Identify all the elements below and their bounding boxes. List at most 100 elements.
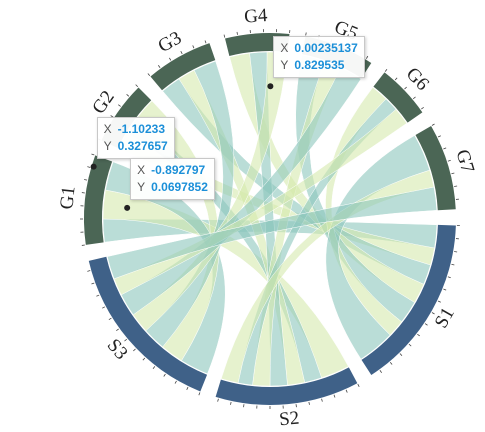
arc-tick [157, 65, 161, 68]
arc-tick [168, 57, 172, 61]
tooltip-point [267, 83, 274, 90]
arc-tick [424, 323, 428, 326]
arc-tick [174, 380, 177, 384]
group-arc [215, 367, 358, 405]
tooltip-value: -1.10233 [117, 121, 165, 136]
tooltip: X -0.892797 Y 0.0697852 [130, 157, 215, 200]
tooltip-row: Y 0.829535 [280, 57, 357, 74]
ribbon [120, 67, 362, 316]
arc-tick [443, 288, 447, 291]
arc-tick [217, 398, 219, 402]
group-label: G6 [402, 64, 433, 95]
arc-tick [431, 312, 435, 315]
tooltip-key: X [137, 162, 146, 177]
group-arc [225, 33, 290, 56]
arc-tick [443, 147, 447, 150]
arc-tick [142, 357, 146, 361]
arc-tick [180, 51, 183, 55]
arc-tick [126, 94, 130, 97]
arc-tick [133, 348, 136, 352]
arc-tick [223, 34, 226, 38]
arc-tick [365, 55, 369, 59]
group-arc [373, 72, 423, 123]
arc-tick [417, 333, 420, 337]
arc-tick [404, 86, 407, 90]
arc-tick [454, 185, 458, 187]
arc-tick [421, 106, 424, 110]
tooltip-row: Y 0.0697852 [137, 179, 208, 196]
arc-tick [108, 317, 112, 321]
tooltip-value: -0.892797 [151, 162, 206, 177]
arc-tick [447, 159, 451, 162]
arc-tick [451, 172, 455, 175]
tooltip-point [124, 204, 131, 211]
tooltip-value: 0.829535 [294, 58, 345, 73]
arc-tick [394, 77, 398, 81]
group-arc [88, 256, 208, 392]
arc-tick [204, 40, 207, 44]
group-arc [84, 155, 113, 245]
group-label: S2 [278, 408, 300, 431]
tooltip-row: X -1.10233 [104, 121, 168, 138]
arc-tick [87, 166, 91, 168]
group-arc [150, 43, 216, 91]
tooltip-key: X [103, 121, 112, 136]
arc-tick [308, 401, 310, 405]
arc-tick [198, 392, 201, 396]
group-arc [415, 126, 456, 211]
group-label: G3 [155, 27, 186, 57]
arc-tick [437, 300, 441, 303]
ribbon [132, 51, 288, 332]
arc-tick [357, 383, 360, 387]
arc-tick [135, 84, 139, 88]
arc-tick [447, 276, 451, 279]
tooltip-key: Y [280, 58, 289, 73]
arc-tick [333, 394, 336, 398]
arc-tick [147, 73, 151, 77]
arc-tick [412, 96, 416, 100]
arc-tick [91, 153, 95, 156]
group-label: G7 [451, 147, 478, 175]
arc-tick [321, 398, 323, 402]
arc-tick [408, 343, 412, 347]
arc-tick [384, 69, 388, 72]
arc-tick [116, 328, 119, 332]
tooltip-row: X -0.892797 [137, 162, 208, 179]
arc-tick [451, 263, 455, 266]
arc-tick [437, 135, 441, 138]
arc-tick [431, 123, 435, 126]
tooltip: X 0.00235137 Y 0.829535 [273, 36, 365, 79]
tooltip-key: Y [103, 138, 112, 153]
arc-tick [87, 270, 91, 272]
tooltip: X -1.10233 Y 0.327657 [96, 116, 175, 159]
group-label: G2 [88, 87, 119, 118]
arc-tick [192, 45, 195, 49]
arc-tick [236, 31, 238, 35]
arc-tick [454, 251, 458, 253]
arc-tick [91, 282, 95, 285]
tooltip-point [90, 163, 97, 170]
arc-tick [345, 389, 348, 393]
arc-tick [124, 338, 128, 342]
arc-tick [186, 386, 189, 390]
ribbon [106, 186, 438, 280]
arc-tick [399, 353, 403, 356]
ribbon [145, 60, 235, 348]
tooltip-value: 0.00235137 [294, 41, 358, 56]
arc-tick [379, 370, 383, 373]
arc-tick [84, 179, 88, 181]
group-label: S3 [103, 335, 132, 364]
tooltip-value: 0.0697852 [151, 179, 208, 194]
group-label: G4 [244, 5, 269, 28]
tooltip-key: X [280, 41, 289, 56]
arc-tick [230, 401, 232, 405]
group-label: G1 [56, 185, 79, 210]
group-label: S1 [431, 304, 459, 332]
arc-tick [389, 361, 393, 365]
group-arc [361, 224, 456, 375]
arc-tick [163, 373, 166, 377]
arc-tick [152, 366, 156, 369]
arc-tick [102, 306, 106, 309]
tooltip-row: Y 0.327657 [104, 138, 168, 155]
